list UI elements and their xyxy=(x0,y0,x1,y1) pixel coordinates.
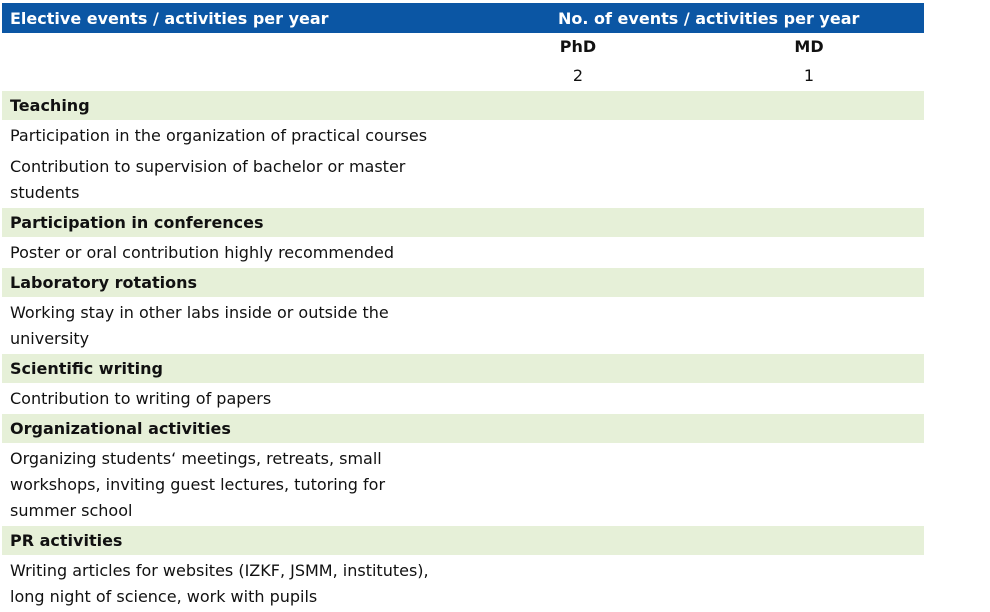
section-header-pr-activities: PR activities xyxy=(2,526,924,555)
section-title: PR activities xyxy=(10,531,123,550)
section-title: Laboratory rotations xyxy=(10,273,198,292)
column-labels-row: PhD MD xyxy=(2,33,924,62)
table-row: Participation in the organization of pra… xyxy=(10,126,428,145)
section-header-lab-rotations: Laboratory rotations xyxy=(2,268,924,297)
section-title: Teaching xyxy=(10,96,90,115)
phd-value: 2 xyxy=(572,66,584,85)
table-row: Contribution to writing of papers xyxy=(10,389,272,408)
section-title: Organizational activities xyxy=(10,419,231,438)
section-title: Participation in conferences xyxy=(10,213,264,232)
table-row: Poster or oral contribution highly recom… xyxy=(10,243,395,262)
phd-label: PhD xyxy=(559,37,597,56)
header-right-label: No. of events / activities per year xyxy=(558,8,860,28)
section-header-organizational: Organizational activities xyxy=(2,414,924,443)
table-header: Elective events / activities per year No… xyxy=(2,3,924,33)
header-left-label: Elective events / activities per year xyxy=(10,8,329,28)
md-value: 1 xyxy=(803,66,815,85)
section-header-scientific-writing: Scientific writing xyxy=(2,354,924,383)
table-row: Organizing students‘ meetings, retreats,… xyxy=(10,449,386,520)
table-row: Contribution to supervision of bachelor … xyxy=(10,157,406,202)
column-values-row: 2 1 xyxy=(2,62,924,91)
elective-events-table: Elective events / activities per year No… xyxy=(2,3,924,612)
section-header-teaching: Teaching xyxy=(2,91,924,120)
section-title: Scientific writing xyxy=(10,359,163,378)
table-row: Working stay in other labs inside or out… xyxy=(10,303,389,348)
section-header-conferences: Participation in conferences xyxy=(2,208,924,237)
table-row: Writing articles for websites (IZKF, JSM… xyxy=(10,561,429,606)
md-label: MD xyxy=(794,37,824,56)
